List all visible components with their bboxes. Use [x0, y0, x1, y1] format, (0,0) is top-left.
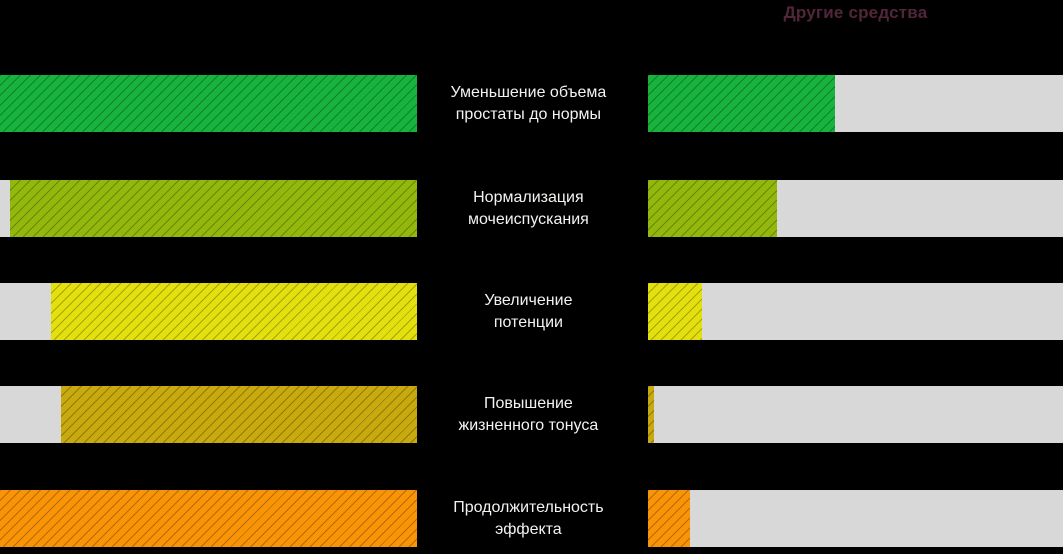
chart-row: Продолжительность эффекта [0, 490, 1063, 547]
chart-row: Уменьшение объема простаты до нормы [0, 75, 1063, 132]
chart-row: Повышение жизненного тонуса [0, 386, 1063, 443]
category-label: Увеличение потенции [484, 291, 573, 331]
right-bar-cell [640, 490, 1063, 547]
category-label-cell: Нормализация мочеиспускания [417, 180, 640, 237]
right-column-title: Другие средства [783, 3, 928, 22]
left-bar-fill [0, 490, 417, 547]
left-bar-track [0, 180, 417, 237]
left-bar-fill [10, 180, 417, 237]
left-bar-track [0, 490, 417, 547]
left-bar-fill [51, 283, 417, 340]
category-label-cell: Повышение жизненного тонуса [417, 386, 640, 443]
left-bar-track [0, 75, 417, 132]
left-bar-track [0, 386, 417, 443]
category-label-cell: Уменьшение объема простаты до нормы [417, 75, 640, 132]
right-bar-track [648, 386, 1063, 443]
right-bar-track [648, 490, 1063, 547]
category-label-cell: Продолжительность эффекта [417, 490, 640, 547]
right-bar-track [648, 75, 1063, 132]
right-bar-track [648, 180, 1063, 237]
category-label-cell: Увеличение потенции [417, 283, 640, 340]
category-label: Уменьшение объема простаты до нормы [450, 83, 607, 123]
category-label: Нормализация мочеиспускания [467, 188, 589, 228]
right-bar-cell [640, 386, 1063, 443]
category-label: Продолжительность эффекта [453, 498, 604, 538]
right-bar-cell [640, 283, 1063, 340]
right-bar-cell [640, 75, 1063, 132]
right-bar-fill [648, 386, 655, 443]
right-bar-track [648, 283, 1063, 340]
left-bar-fill [0, 75, 417, 132]
right-bar-fill [648, 75, 835, 132]
left-bar-track [0, 283, 417, 340]
chart-row: Нормализация мочеиспускания [0, 180, 1063, 237]
category-label: Повышение жизненного тонуса [458, 394, 599, 434]
left-bar-fill [61, 386, 417, 443]
right-bar-fill [648, 180, 777, 237]
right-bar-cell [640, 180, 1063, 237]
right-bar-fill [648, 283, 702, 340]
chart-row: Увеличение потенции [0, 283, 1063, 340]
right-bar-fill [648, 490, 690, 547]
